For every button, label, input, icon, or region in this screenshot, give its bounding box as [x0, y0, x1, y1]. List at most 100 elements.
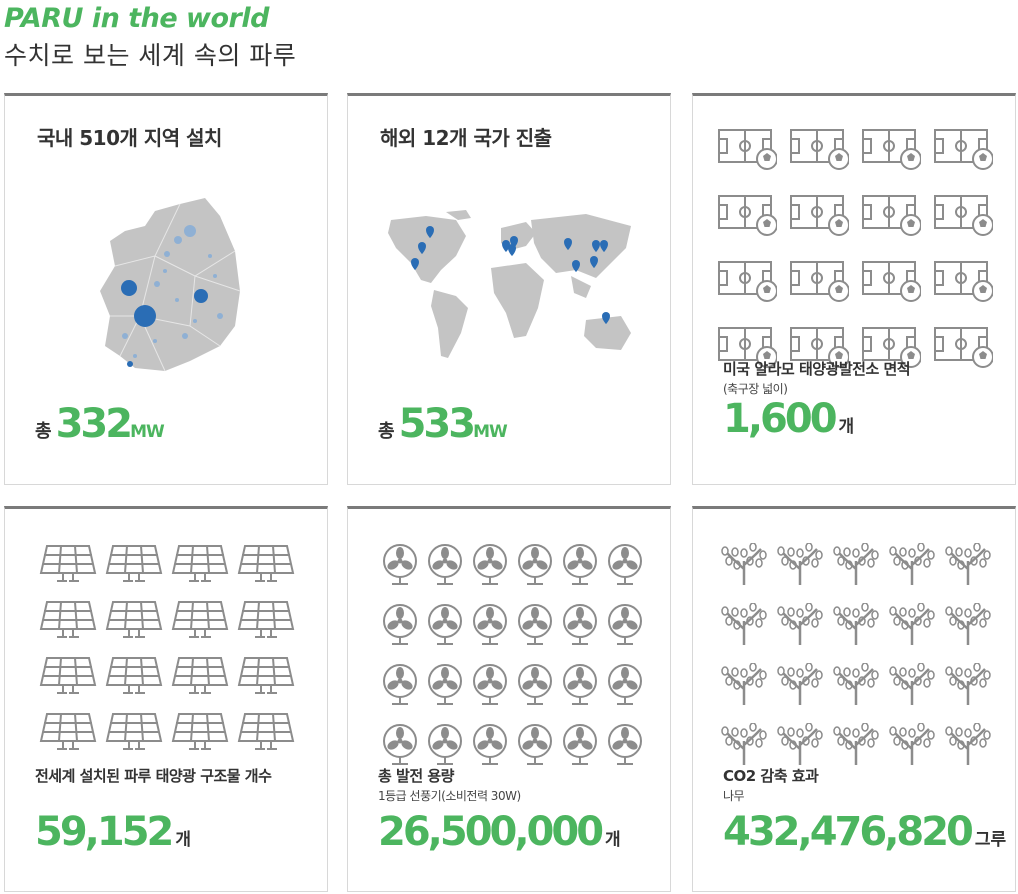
tree-icon	[719, 542, 769, 591]
card-co2: CO2 감축 효과 나무 432,476,820 그루	[692, 506, 1016, 892]
tree-grid	[719, 542, 993, 771]
soccer-field-icon	[717, 126, 778, 174]
stat-co2: 432,476,820 그루	[723, 809, 1006, 855]
electric-fan-icon	[380, 723, 420, 771]
soccer-field-icon	[861, 258, 922, 306]
electric-fan-icon	[470, 663, 510, 711]
tree-icon	[831, 722, 881, 771]
stat-structures-value: 59,152	[35, 809, 174, 855]
capacity-sublabel: 1등급 선풍기(소비전력 30W)	[378, 789, 521, 803]
alamo-label: 미국 알라모 태양광발전소 면적	[723, 360, 911, 378]
solar-panel-icon	[105, 655, 163, 703]
stat-domestic-unit: MW	[130, 422, 165, 442]
electric-fan-icon	[380, 543, 420, 591]
soccer-field-icon	[933, 258, 994, 306]
card-structures: 전세계 설치된 파루 태양광 구조물 개수 59,152 개	[4, 506, 328, 892]
stat-co2-unit: 그루	[974, 830, 1007, 850]
electric-fan-icon	[605, 543, 645, 591]
electric-fan-icon	[425, 603, 465, 651]
stat-capacity-value: 26,500,000	[378, 809, 604, 855]
tree-icon	[943, 662, 993, 711]
tree-icon	[887, 602, 937, 651]
solar-panel-icon	[171, 543, 229, 591]
electric-fan-icon	[515, 543, 555, 591]
soccer-field-icon	[789, 126, 850, 174]
stat-domestic-prefix: 총	[35, 421, 52, 442]
electric-fan-icon	[605, 723, 645, 771]
stat-co2-value: 432,476,820	[723, 809, 974, 855]
card-overseas-title: 해외 12개 국가 진출	[380, 126, 552, 150]
tree-icon	[719, 722, 769, 771]
capacity-label: 총 발전 용량	[378, 767, 454, 785]
electric-fan-icon	[515, 723, 555, 771]
solar-panel-icon	[39, 599, 97, 647]
solar-panel-grid	[39, 543, 295, 759]
electric-fan-grid	[380, 543, 645, 771]
stat-overseas: 총 533 MW	[378, 401, 508, 447]
stat-alamo-value: 1,600	[723, 396, 838, 442]
solar-panel-icon	[171, 655, 229, 703]
soccer-field-icon	[789, 324, 850, 372]
soccer-field-icon	[861, 324, 922, 372]
card-domestic: 국내 510개 지역 설치 총 332 MW	[4, 93, 328, 485]
electric-fan-icon	[380, 663, 420, 711]
solar-panel-icon	[39, 543, 97, 591]
soccer-field-icon	[717, 192, 778, 240]
soccer-field-icon	[933, 192, 994, 240]
electric-fan-icon	[515, 663, 555, 711]
soccer-field-icon	[789, 192, 850, 240]
solar-panel-icon	[39, 711, 97, 759]
solar-panel-icon	[237, 543, 295, 591]
tree-icon	[887, 542, 937, 591]
co2-label: CO2 감축 효과	[723, 767, 819, 785]
stat-capacity-unit: 개	[605, 830, 621, 850]
stat-alamo-unit: 개	[838, 417, 855, 437]
soccer-field-icon	[933, 126, 994, 174]
alamo-sublabel: (축구장 넓이)	[723, 382, 788, 396]
electric-fan-icon	[470, 543, 510, 591]
stat-structures-unit: 개	[175, 830, 191, 850]
tree-icon	[775, 722, 825, 771]
card-domestic-title: 국내 510개 지역 설치	[37, 126, 222, 150]
tree-icon	[831, 602, 881, 651]
structures-label: 전세계 설치된 파루 태양광 구조물 개수	[35, 767, 272, 785]
solar-panel-icon	[237, 599, 295, 647]
electric-fan-icon	[425, 723, 465, 771]
electric-fan-icon	[425, 663, 465, 711]
tree-icon	[719, 602, 769, 651]
electric-fan-icon	[470, 723, 510, 771]
solar-panel-icon	[237, 655, 295, 703]
tree-icon	[831, 542, 881, 591]
electric-fan-icon	[605, 663, 645, 711]
solar-panel-icon	[105, 543, 163, 591]
co2-sublabel: 나무	[723, 789, 745, 803]
stat-structures: 59,152 개	[35, 809, 191, 855]
solar-panel-icon	[171, 711, 229, 759]
soccer-field-icon	[717, 258, 778, 306]
electric-fan-icon	[560, 663, 600, 711]
card-overseas: 해외 12개 국가 진출 총	[347, 93, 671, 485]
electric-fan-icon	[560, 603, 600, 651]
soccer-field-icon	[789, 258, 850, 306]
electric-fan-icon	[560, 723, 600, 771]
soccer-field-grid	[717, 126, 994, 372]
solar-panel-icon	[237, 711, 295, 759]
electric-fan-icon	[470, 603, 510, 651]
card-capacity: 총 발전 용량 1등급 선풍기(소비전력 30W) 26,500,000 개	[347, 506, 671, 892]
card-alamo: 미국 알라모 태양광발전소 면적 (축구장 넓이) 1,600 개	[692, 93, 1016, 485]
electric-fan-icon	[425, 543, 465, 591]
tree-icon	[887, 662, 937, 711]
korea-map-icon	[100, 198, 241, 372]
electric-fan-icon	[605, 603, 645, 651]
stat-overseas-unit: MW	[473, 422, 508, 442]
solar-panel-icon	[39, 655, 97, 703]
tree-icon	[775, 662, 825, 711]
stat-overseas-prefix: 총	[378, 421, 395, 442]
tree-icon	[943, 722, 993, 771]
stat-overseas-value: 533	[398, 401, 476, 447]
solar-panel-icon	[105, 599, 163, 647]
soccer-field-icon	[861, 126, 922, 174]
soccer-field-icon	[861, 192, 922, 240]
tree-icon	[775, 602, 825, 651]
world-map-icon	[388, 210, 631, 358]
